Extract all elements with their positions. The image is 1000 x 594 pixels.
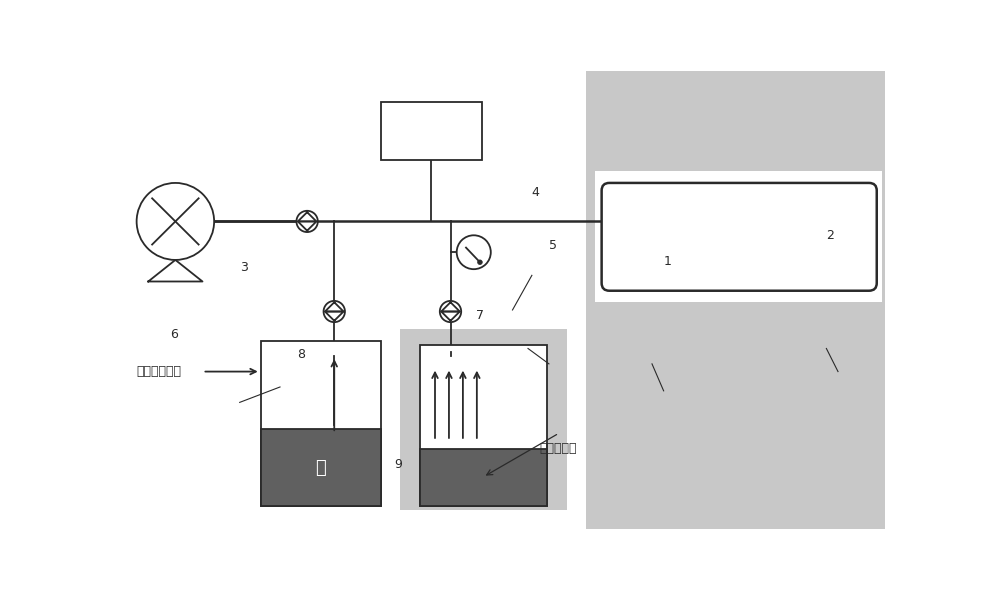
Text: 6: 6 xyxy=(170,328,178,341)
Text: 1: 1 xyxy=(664,255,672,267)
Text: 第三混合气体: 第三混合气体 xyxy=(137,365,182,378)
Bar xyxy=(261,429,381,506)
Text: 2: 2 xyxy=(826,229,834,242)
Circle shape xyxy=(440,301,461,322)
Text: 固体混合物: 固体混合物 xyxy=(540,442,577,455)
Bar xyxy=(261,341,381,506)
Text: 9: 9 xyxy=(394,458,402,471)
Circle shape xyxy=(137,183,214,260)
Bar xyxy=(420,448,547,506)
Bar xyxy=(420,345,547,506)
Text: 8: 8 xyxy=(297,348,305,361)
Text: 5: 5 xyxy=(549,239,557,252)
Circle shape xyxy=(324,301,345,322)
Bar xyxy=(381,102,482,160)
Text: 4: 4 xyxy=(532,186,540,199)
FancyBboxPatch shape xyxy=(602,183,877,290)
Circle shape xyxy=(296,211,318,232)
Circle shape xyxy=(457,235,491,269)
Bar xyxy=(595,172,882,302)
Text: 3: 3 xyxy=(240,261,248,274)
Circle shape xyxy=(478,260,482,264)
Text: 7: 7 xyxy=(476,309,484,323)
Bar xyxy=(400,329,567,510)
Bar xyxy=(586,71,885,529)
Text: 水: 水 xyxy=(315,459,326,477)
